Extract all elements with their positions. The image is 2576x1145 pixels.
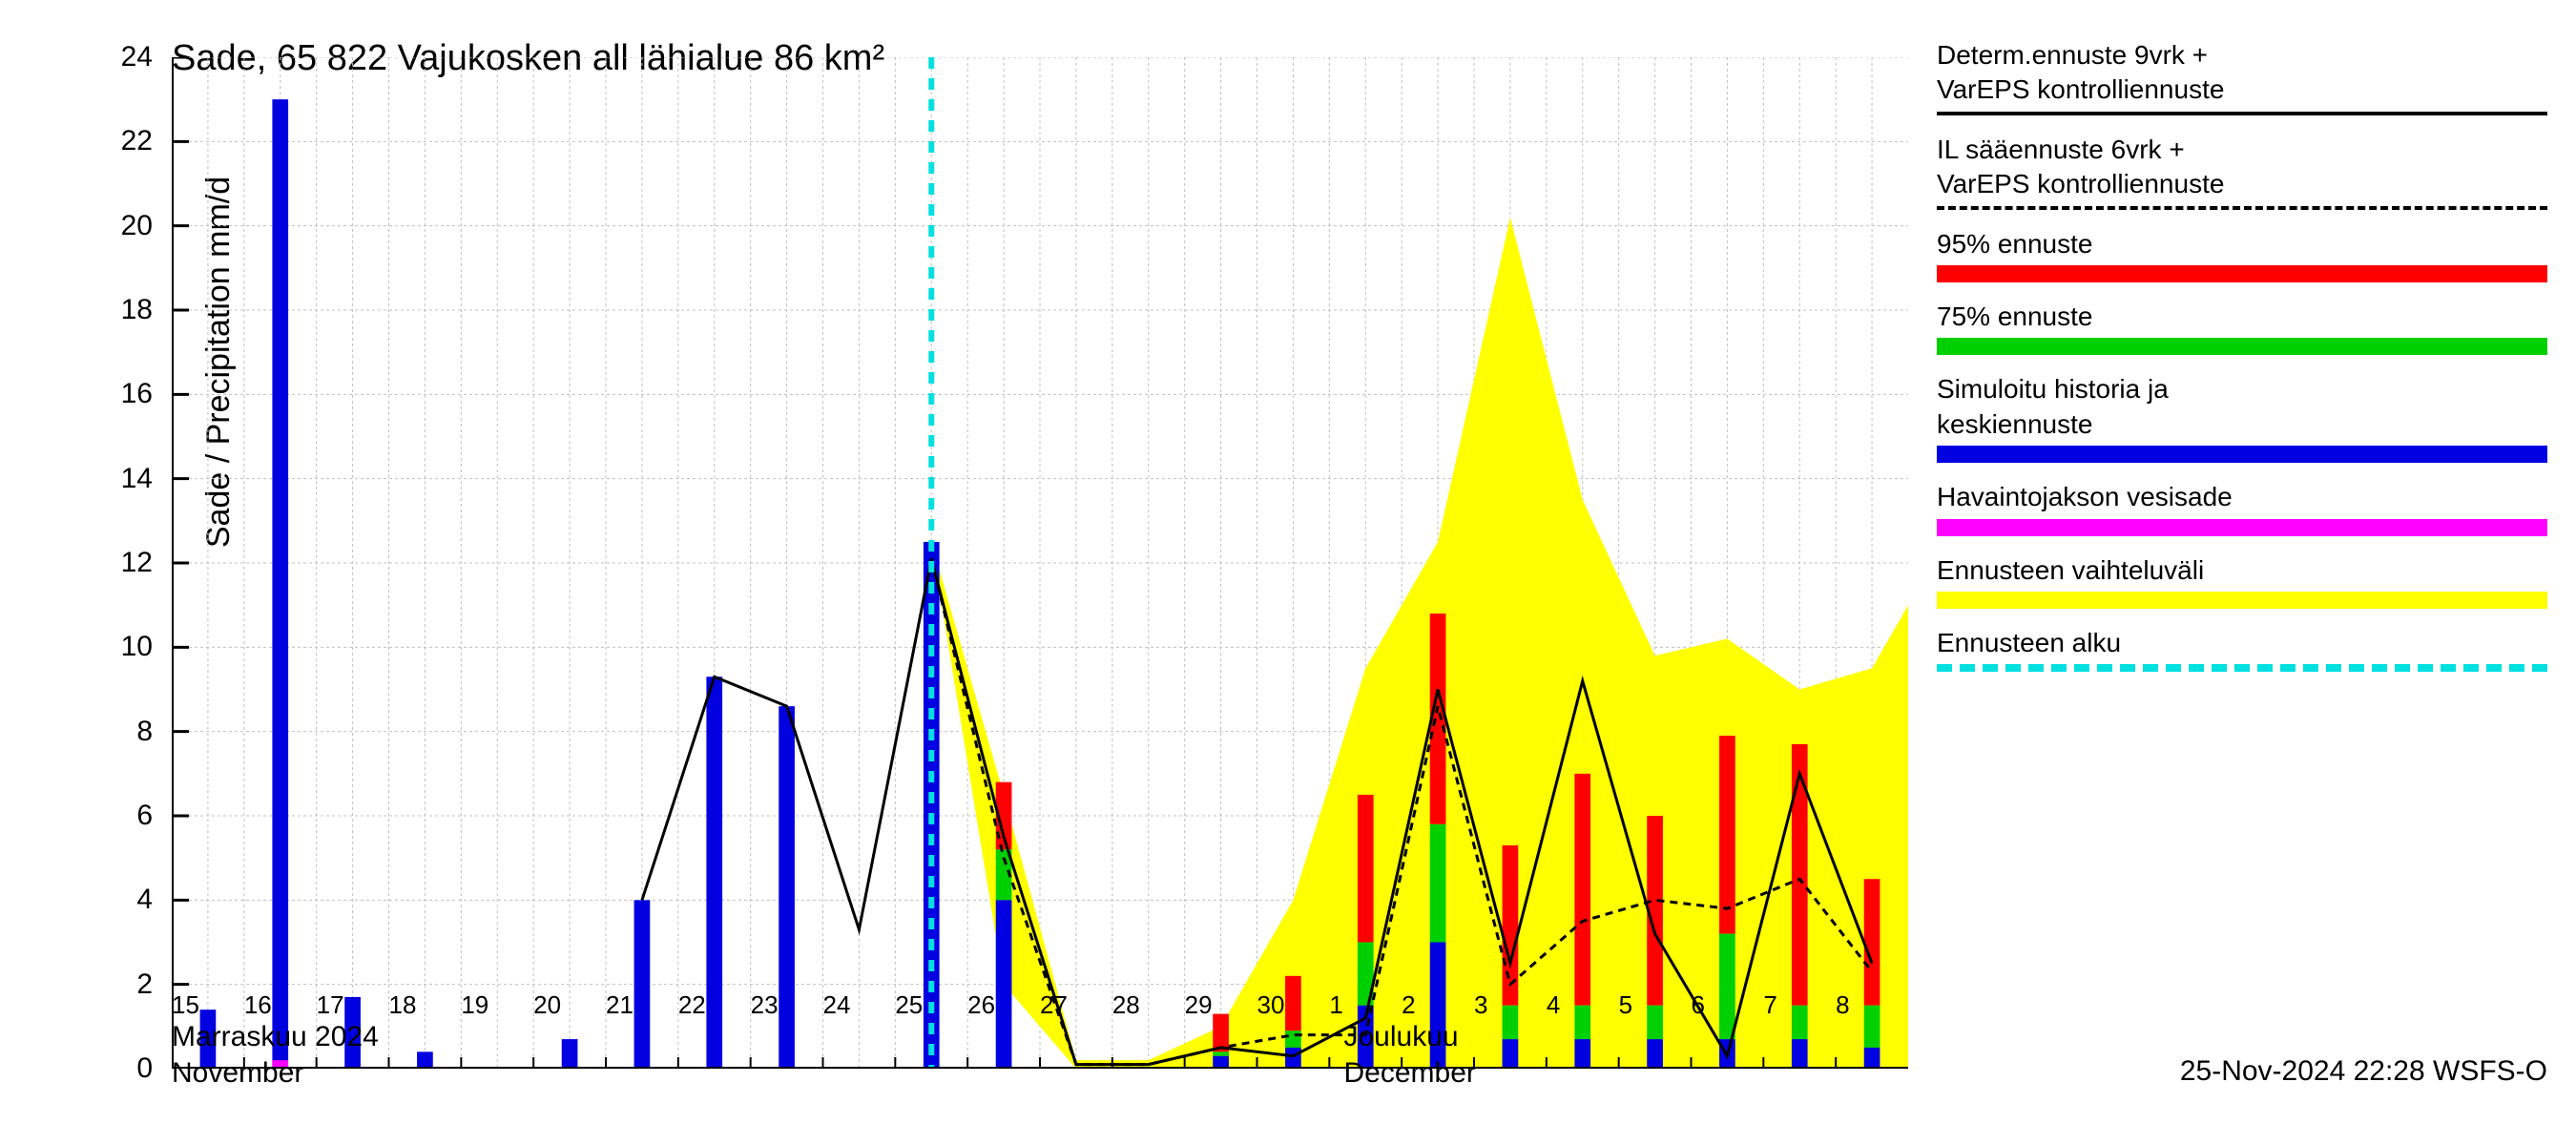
- x-tick-labels: 1516171819202122232425262728293012345678…: [172, 990, 1908, 1105]
- x-tick-label: 19: [461, 990, 488, 1020]
- x-tick-label: 22: [678, 990, 706, 1020]
- x-tick-label: 28: [1112, 990, 1140, 1020]
- month-label: Marraskuu 2024November: [172, 1019, 379, 1091]
- chart-container: Sade, 65 822 Vajukosken all lähialue 86 …: [172, 57, 1908, 1069]
- y-tick-label: 18: [121, 294, 153, 326]
- x-tick-label: 27: [1040, 990, 1068, 1020]
- legend-label: Simuloitu historia ja: [1937, 372, 2547, 406]
- x-tick-label: 29: [1185, 990, 1213, 1020]
- y-tick-label: 14: [121, 463, 153, 495]
- legend-sample: [1937, 519, 2547, 536]
- legend-item: 75% ennuste: [1937, 300, 2547, 355]
- legend-label: Determ.ennuste 9vrk +: [1937, 38, 2547, 73]
- x-tick-label: 17: [317, 990, 344, 1020]
- y-tick-label: 12: [121, 547, 153, 579]
- y-tick-label: 10: [121, 631, 153, 663]
- legend-label: IL sääennuste 6vrk +: [1937, 133, 2547, 167]
- y-tick-label: 6: [136, 800, 153, 832]
- legend-item: Determ.ennuste 9vrk +VarEPS kontrollienn…: [1937, 38, 2547, 115]
- y-tick-labels: 024681012141618202224: [114, 57, 162, 1069]
- x-tick-label: 23: [751, 990, 779, 1020]
- legend-item: 95% ennuste: [1937, 227, 2547, 282]
- legend-sample: [1937, 265, 2547, 282]
- legend-sample: [1937, 592, 2547, 609]
- legend-item: IL sääennuste 6vrk + VarEPS kontrollienn…: [1937, 133, 2547, 210]
- legend-label: keskiennuste: [1937, 407, 2547, 442]
- legend-item: Ennusteen alku: [1937, 626, 2547, 672]
- y-tick-label: 2: [136, 968, 153, 1001]
- legend-sample: [1937, 112, 2547, 115]
- x-tick-label: 5: [1619, 990, 1632, 1020]
- y-tick-label: 0: [136, 1052, 153, 1085]
- x-tick-label: 18: [389, 990, 417, 1020]
- x-tick-label: 1: [1329, 990, 1342, 1020]
- legend: Determ.ennuste 9vrk +VarEPS kontrollienn…: [1937, 38, 2547, 689]
- x-tick-label: 25: [895, 990, 923, 1020]
- x-tick-label: 26: [967, 990, 995, 1020]
- x-tick-label: 8: [1836, 990, 1849, 1020]
- legend-sample: [1937, 206, 2547, 210]
- y-tick-label: 24: [121, 41, 153, 73]
- legend-label: VarEPS kontrolliennuste: [1937, 73, 2547, 107]
- y-tick-label: 4: [136, 884, 153, 916]
- legend-item: Ennusteen vaihteluväli: [1937, 553, 2547, 609]
- x-tick-label: 21: [606, 990, 634, 1020]
- y-tick-label: 20: [121, 210, 153, 242]
- x-tick-label: 3: [1474, 990, 1487, 1020]
- x-tick-label: 20: [533, 990, 561, 1020]
- footer-datetime: 25-Nov-2024 22:28 WSFS-O: [2180, 1055, 2547, 1088]
- x-tick-label: 4: [1547, 990, 1560, 1020]
- legend-label: 95% ennuste: [1937, 227, 2547, 261]
- legend-sample: [1937, 446, 2547, 463]
- x-tick-label: 24: [823, 990, 851, 1020]
- x-tick-label: 30: [1257, 990, 1285, 1020]
- legend-item: Simuloitu historia jakeskiennuste: [1937, 372, 2547, 463]
- x-tick-label: 6: [1692, 990, 1705, 1020]
- legend-label: Havaintojakson vesisade: [1937, 480, 2547, 514]
- legend-label: Ennusteen vaihteluväli: [1937, 553, 2547, 588]
- y-tick-label: 8: [136, 716, 153, 748]
- legend-label: VarEPS kontrolliennuste: [1937, 167, 2547, 201]
- month-label: JoulukuuDecember: [1344, 1019, 1476, 1091]
- legend-sample: [1937, 338, 2547, 355]
- legend-label: 75% ennuste: [1937, 300, 2547, 334]
- legend-item: Havaintojakson vesisade: [1937, 480, 2547, 535]
- y-tick-label: 16: [121, 378, 153, 410]
- x-tick-label: 15: [172, 990, 199, 1020]
- y-tick-label: 22: [121, 125, 153, 157]
- x-tick-label: 2: [1402, 990, 1415, 1020]
- legend-sample: [1937, 664, 2547, 672]
- x-tick-label: 7: [1763, 990, 1776, 1020]
- legend-label: Ennusteen alku: [1937, 626, 2547, 660]
- x-tick-label: 16: [244, 990, 272, 1020]
- plot-area: [172, 57, 1908, 1069]
